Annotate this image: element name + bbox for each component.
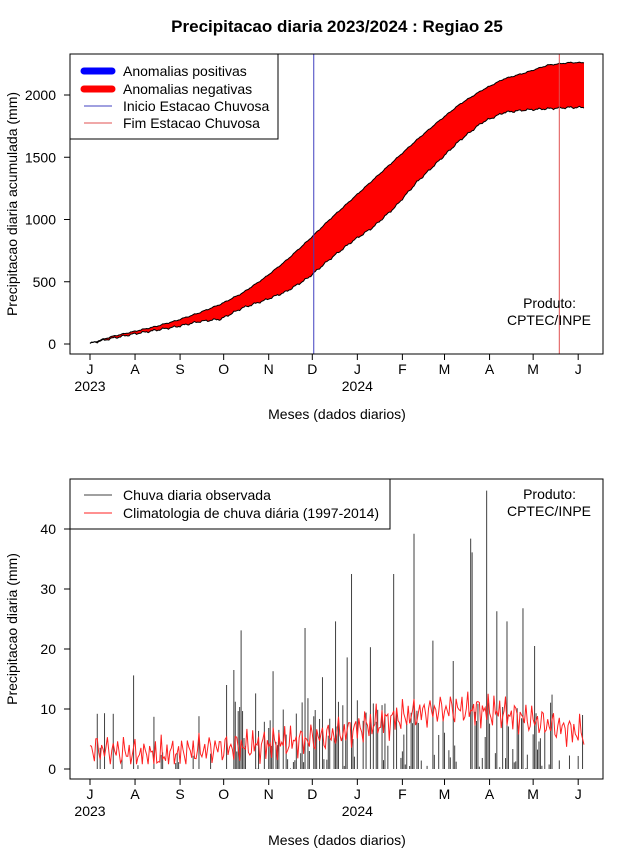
daily-legend: Chuva diaria observada Climatologia de c… (69, 478, 391, 530)
cumulative-credit-line2: CPTEC/INPE (507, 312, 591, 328)
x-tick-label: O (218, 786, 229, 802)
legend-label-climatologia: Climatologia de chuva diária (1997-2014) (123, 505, 379, 521)
climatology-daily-line (89, 691, 585, 765)
year-label: 2023 (74, 378, 105, 394)
chart-title: Precipitacao diaria 2023/2024 : Regiao 2… (171, 17, 503, 36)
observed-cumulative-line (89, 105, 585, 344)
x-tick-label: M (439, 361, 451, 377)
x-tick-label: A (130, 361, 140, 377)
x-tick-label: M (527, 361, 539, 377)
daily-legend-box (69, 478, 391, 530)
legend-label-anomalias-positivas: Anomalias positivas (123, 63, 247, 79)
x-tick-label: D (307, 786, 317, 802)
cumulative-credit-line1: Produto: (523, 295, 576, 311)
y-tick-label: 0 (48, 336, 56, 352)
x-tick-label: N (264, 361, 274, 377)
x-tick-label: J (575, 361, 582, 377)
cumulative-chart: Precipitacao diaria 2023/2024 : Regiao 2… (4, 17, 604, 422)
daily-credit-line2: CPTEC/INPE (507, 503, 591, 519)
y-tick-label: 1500 (25, 149, 56, 165)
legend-label-fim-estacao: Fim Estacao Chuvosa (123, 115, 260, 131)
x-tick-label: N (264, 786, 274, 802)
x-tick-label: M (527, 786, 539, 802)
legend-label-chuva-observada: Chuva diaria observada (123, 487, 271, 503)
daily-x-axis-label: Meses (dados diarios) (268, 832, 406, 848)
x-tick-label: F (398, 786, 407, 802)
climatology-cumulative-line (89, 61, 585, 344)
x-tick-label: M (439, 786, 451, 802)
cumulative-y-axis-label: Precipitacao diaria acumulada (mm) (4, 92, 20, 316)
x-tick-label: S (175, 361, 184, 377)
daily-credit-line1: Produto: (523, 486, 576, 502)
y-tick-label: 2000 (25, 87, 56, 103)
cumulative-x-axis-label: Meses (dados diarios) (268, 406, 406, 422)
y-tick-label: 500 (33, 274, 57, 290)
y-tick-label: 10 (40, 701, 56, 717)
x-tick-label: J (575, 786, 582, 802)
year-label: 2024 (342, 378, 373, 394)
daily-plot-area (89, 490, 585, 769)
cumulative-legend: Anomalias positivas Anomalias negativas … (69, 53, 279, 140)
year-label: 2024 (342, 803, 373, 819)
y-tick-label: 30 (40, 581, 56, 597)
legend-label-inicio-estacao: Inicio Estacao Chuvosa (123, 98, 270, 114)
x-tick-label: J (87, 786, 94, 802)
y-tick-label: 1000 (25, 212, 56, 228)
y-tick-label: 20 (40, 641, 56, 657)
daily-rain-bars (96, 490, 584, 769)
x-tick-label: D (307, 361, 317, 377)
x-tick-label: J (354, 361, 361, 377)
daily-y-axis: 0 10 20 30 40 (40, 521, 71, 777)
y-tick-label: 0 (48, 761, 56, 777)
x-tick-label: A (130, 786, 140, 802)
year-label: 2023 (74, 803, 105, 819)
x-tick-label: A (485, 786, 495, 802)
x-tick-label: O (218, 361, 229, 377)
legend-label-anomalias-negativas: Anomalias negativas (123, 81, 252, 97)
cumulative-plot-area (89, 54, 585, 354)
x-tick-label: F (398, 361, 407, 377)
cumulative-y-axis: 0 500 1000 1500 2000 (25, 87, 71, 352)
y-tick-label: 40 (40, 521, 56, 537)
x-tick-label: A (485, 361, 495, 377)
x-tick-label: S (175, 786, 184, 802)
negative-anomaly-area (90, 62, 584, 344)
x-tick-label: J (354, 786, 361, 802)
daily-y-axis-label: Precipitacao diaria (mm) (4, 553, 20, 705)
x-tick-label: J (87, 361, 94, 377)
